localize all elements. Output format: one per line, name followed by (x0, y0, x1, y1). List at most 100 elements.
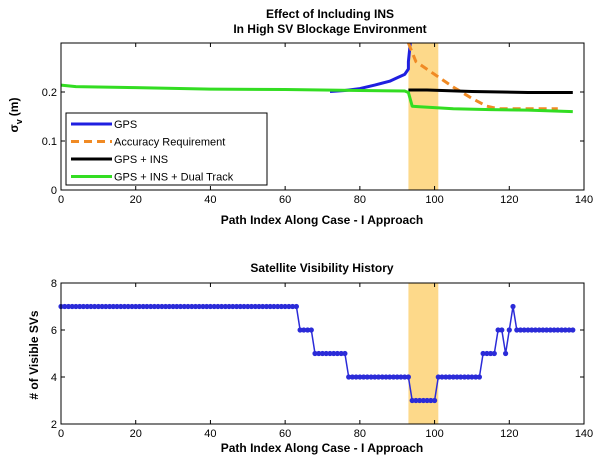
visibility-point (439, 374, 445, 380)
visibility-point (316, 350, 322, 357)
visibility-point (547, 327, 554, 333)
visibility-point (65, 303, 72, 310)
visibility-point (562, 327, 568, 333)
visibility-point (536, 327, 542, 333)
top-y-axis-label-symbol: σ (7, 124, 21, 132)
bottom-x-axis-label: Path Index Along Case - I Approach (221, 441, 423, 455)
visibility-point (118, 303, 124, 310)
bottom-x-tick-label: 80 (354, 428, 366, 440)
legend-label: GPS + INS + Dual Track (114, 172, 234, 184)
visibility-point (144, 303, 150, 310)
visibility-point (521, 327, 527, 333)
visibility-point (237, 303, 243, 310)
visibility-point (342, 350, 348, 357)
visibility-point (514, 327, 520, 333)
visibility-point (357, 374, 363, 380)
visibility-point (192, 303, 199, 310)
visibility-point (196, 303, 202, 310)
visibility-point (181, 303, 187, 310)
visibility-point (398, 374, 404, 380)
visibility-point (387, 374, 393, 380)
visibility-point (80, 303, 86, 310)
visibility-point (121, 303, 128, 310)
visibility-point (566, 327, 572, 333)
bottom-x-tick-label: 40 (204, 428, 216, 440)
visibility-point (540, 327, 546, 333)
visibility-point (140, 303, 146, 310)
bottom-x-tick-label: 20 (130, 428, 142, 440)
visibility-point (551, 327, 557, 333)
visibility-point (555, 327, 561, 333)
top-x-tick-label: 60 (279, 194, 291, 206)
visibility-point (248, 303, 255, 310)
visibility-point (368, 374, 374, 380)
visibility-point (159, 303, 165, 310)
visibility-point (267, 303, 273, 310)
visibility-point (189, 303, 195, 310)
visibility-point (559, 327, 565, 333)
visibility-point (446, 374, 453, 380)
top-chart-title: Effect of Including INS (266, 7, 394, 21)
visibility-point (353, 374, 359, 380)
visibility-point (338, 350, 344, 357)
visibility-point (532, 327, 539, 333)
visibility-point (282, 303, 288, 310)
visibility-point (293, 303, 299, 310)
visibility-point (185, 303, 191, 310)
visibility-point (207, 303, 213, 310)
visibility-point (107, 303, 113, 310)
visibility-point (454, 374, 460, 380)
visibility-point (170, 303, 176, 310)
visibility-point (469, 374, 475, 380)
visibility-point (319, 350, 326, 357)
visibility-point (222, 303, 228, 310)
legend-label: Accuracy Requirement (114, 137, 225, 149)
visibility-point (331, 350, 337, 357)
visibility-point (230, 303, 236, 310)
top-x-tick-label: 120 (500, 194, 518, 206)
visibility-point (346, 374, 352, 380)
visibility-point (390, 374, 397, 380)
legend-label: GPS (114, 119, 137, 131)
visibility-point (136, 303, 142, 310)
visibility-point (95, 303, 101, 310)
visibility-point (125, 303, 131, 310)
visibility-point (84, 303, 90, 310)
visibility-point (211, 303, 217, 310)
visibility-point (383, 374, 389, 380)
top-plot-area: 0 20 40 60 80 100 120 140 0 0.1 0.2 (42, 42, 593, 206)
top-legend: GPS Accuracy Requirement GPS + INS GPS + IN… (65, 112, 268, 186)
visibility-point (529, 327, 535, 333)
visibility-point (166, 303, 172, 310)
visibility-point (271, 303, 277, 310)
visibility-point (245, 303, 251, 310)
visibility-point (405, 374, 411, 380)
visibility-point (73, 303, 79, 310)
visibility-point (215, 303, 221, 310)
visibility-point (349, 374, 355, 380)
visibility-point (278, 303, 284, 310)
visibility-point (69, 303, 75, 310)
visibility-point (174, 303, 180, 310)
top-y-axis-label-subscript: v (14, 119, 24, 124)
visibility-point (361, 374, 367, 380)
visibility-point (252, 303, 258, 310)
visibility-point (88, 303, 94, 310)
visibility-point (402, 374, 408, 380)
visibility-point (305, 327, 311, 333)
top-chart-subtitle: In High SV Blockage Environment (233, 22, 426, 36)
top-y-tick-label: 0 (51, 185, 57, 197)
visibility-point (432, 397, 438, 404)
top-y-tick-label: 0.1 (42, 136, 57, 148)
visibility-point (465, 374, 471, 380)
series-line-gps-ins (408, 88, 573, 94)
visibility-point (364, 374, 370, 380)
legend-label: GPS + INS (114, 154, 168, 166)
visibility-point (413, 397, 419, 404)
top-frame (60, 42, 585, 191)
visibility-point (99, 303, 105, 310)
visibility-point (544, 327, 550, 333)
series-line-gps-ins-dual-track (60, 83, 573, 114)
visibility-point (241, 303, 247, 310)
